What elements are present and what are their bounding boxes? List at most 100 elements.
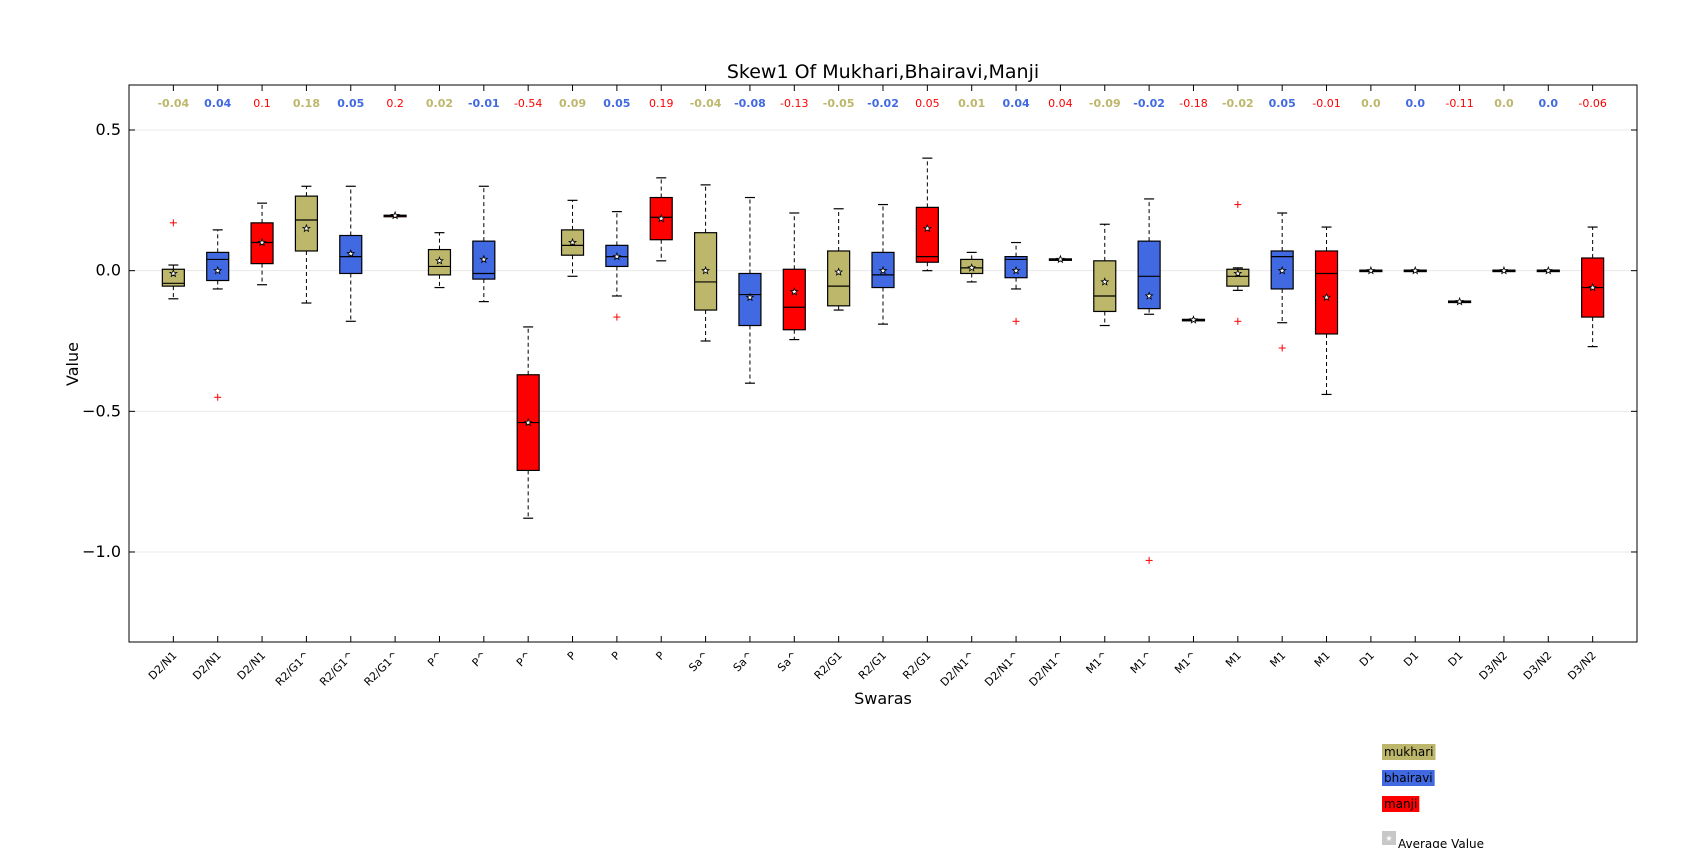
x-tick-label: M1^ — [1084, 649, 1111, 676]
average-label: -0.04 — [690, 97, 722, 110]
mean-marker — [1233, 268, 1243, 278]
legend-label-bhairavi: bhairavi — [1384, 771, 1433, 785]
mean-marker — [434, 256, 444, 265]
box-mukhari — [161, 219, 185, 300]
x-tick-label: M1 — [1267, 649, 1288, 670]
x-tick-label: R2/G1^ — [273, 649, 313, 689]
mean-marker — [168, 268, 178, 278]
average-label: -0.04 — [157, 97, 189, 110]
x-tick-label: D3/N2 — [1521, 649, 1555, 683]
mean-marker — [701, 265, 711, 275]
mean-marker — [1543, 265, 1553, 275]
box-mukhari — [827, 208, 851, 311]
outlier-marker — [1012, 317, 1020, 325]
legend: mukhari bhairavi manji ★ Average Value — [1382, 744, 1484, 848]
x-tick-label: R2/G1^ — [317, 649, 357, 689]
x-tick-label: P — [565, 649, 579, 663]
x-tick-label: P — [653, 649, 667, 663]
average-label: 0.04 — [204, 97, 231, 110]
mean-marker — [1144, 291, 1154, 300]
average-label: -0.06 — [1578, 97, 1606, 110]
box-bhairavi — [1004, 241, 1028, 325]
box-body — [915, 206, 939, 263]
average-label: -0.02 — [867, 97, 899, 110]
legend-average-label: Average Value — [1398, 837, 1484, 848]
mean-marker — [1588, 282, 1598, 292]
average-label: -0.02 — [1133, 97, 1165, 110]
x-tick-label: D2/N1 — [146, 649, 180, 683]
mean-marker — [1100, 277, 1110, 286]
average-label: -0.01 — [1312, 97, 1340, 110]
y-tick-label: 0.0 — [96, 261, 121, 280]
box-bhairavi — [206, 229, 230, 401]
box-manji — [1581, 226, 1605, 348]
average-label: 0.1 — [253, 97, 271, 110]
box-manji — [1181, 315, 1206, 324]
legend-swatch-bhairavi — [1382, 770, 1435, 786]
box-manji — [516, 326, 540, 519]
average-label: 0.0 — [1405, 97, 1425, 110]
box-mukhari — [560, 199, 585, 277]
mean-marker — [1366, 265, 1376, 275]
average-label: 0.0 — [1539, 97, 1559, 110]
average-label: -0.09 — [1089, 97, 1121, 110]
mean-marker — [967, 263, 977, 272]
box-manji — [1048, 254, 1073, 264]
average-label: 0.0 — [1494, 97, 1514, 110]
grid-lines — [129, 129, 1637, 553]
mean-marker — [878, 265, 888, 275]
mean-marker — [346, 249, 356, 258]
average-label: 0.01 — [958, 97, 985, 110]
x-tick-label: Sa^ — [731, 649, 756, 674]
x-tick-label: P — [609, 649, 623, 663]
average-label: 0.09 — [559, 97, 586, 110]
box-bhairavi — [605, 210, 629, 321]
mean-marker — [1188, 315, 1198, 324]
x-tick-label: D2/N1 — [190, 649, 224, 683]
average-label: 0.05 — [603, 97, 630, 110]
y-tick-label: −1.0 — [82, 542, 121, 561]
outlier-marker — [169, 219, 177, 227]
outlier-marker — [214, 393, 222, 401]
plot-area-frame — [128, 84, 1638, 643]
box-bhairavi — [472, 185, 496, 303]
outlier-marker — [613, 313, 621, 321]
mean-marker — [656, 213, 666, 223]
box-body — [294, 195, 319, 252]
x-tick-label: D2/N1 — [235, 649, 269, 683]
box-manji — [1447, 296, 1472, 306]
legend-label-mukhari: mukhari — [1384, 745, 1433, 759]
box-manji — [1314, 226, 1339, 396]
box-manji — [649, 177, 673, 262]
average-label: -0.54 — [514, 97, 542, 110]
box-manji — [250, 202, 274, 286]
box-body — [1314, 250, 1339, 335]
mean-marker — [1499, 265, 1509, 275]
x-axis-label: Swaras — [854, 689, 912, 708]
legend-label-manji: manji — [1384, 797, 1417, 811]
box-mukhari — [294, 185, 319, 304]
box-manji — [915, 157, 939, 272]
x-tick-label: M1^ — [1172, 649, 1199, 676]
average-label: 0.2 — [386, 97, 404, 110]
average-label: -0.11 — [1445, 97, 1473, 110]
average-label: -0.13 — [780, 97, 808, 110]
x-tick-label: R2/G1^ — [362, 649, 402, 689]
average-label: 0.18 — [293, 97, 320, 110]
mean-marker — [301, 223, 311, 233]
x-axis: D2/N1 D2/N1 D2/N1 R2/G1^ R2/G1^ R2/G1^ P^ P^ P^ P… — [146, 85, 1599, 689]
mean-marker — [789, 287, 799, 296]
y-axis-label: Value — [63, 342, 82, 386]
average-label: 0.04 — [1048, 97, 1073, 110]
x-tick-label: D3/N2 — [1565, 649, 1599, 683]
average-label: 0.02 — [426, 97, 453, 110]
average-label: -0.01 — [468, 97, 500, 110]
outlier-marker — [1145, 556, 1153, 564]
average-label: 0.05 — [1269, 97, 1296, 110]
box-body — [1093, 260, 1117, 313]
x-tick-label: P^ — [514, 649, 534, 669]
box-manji — [782, 212, 806, 341]
y-tick-label: −0.5 — [82, 401, 121, 420]
mean-marker — [568, 237, 578, 247]
